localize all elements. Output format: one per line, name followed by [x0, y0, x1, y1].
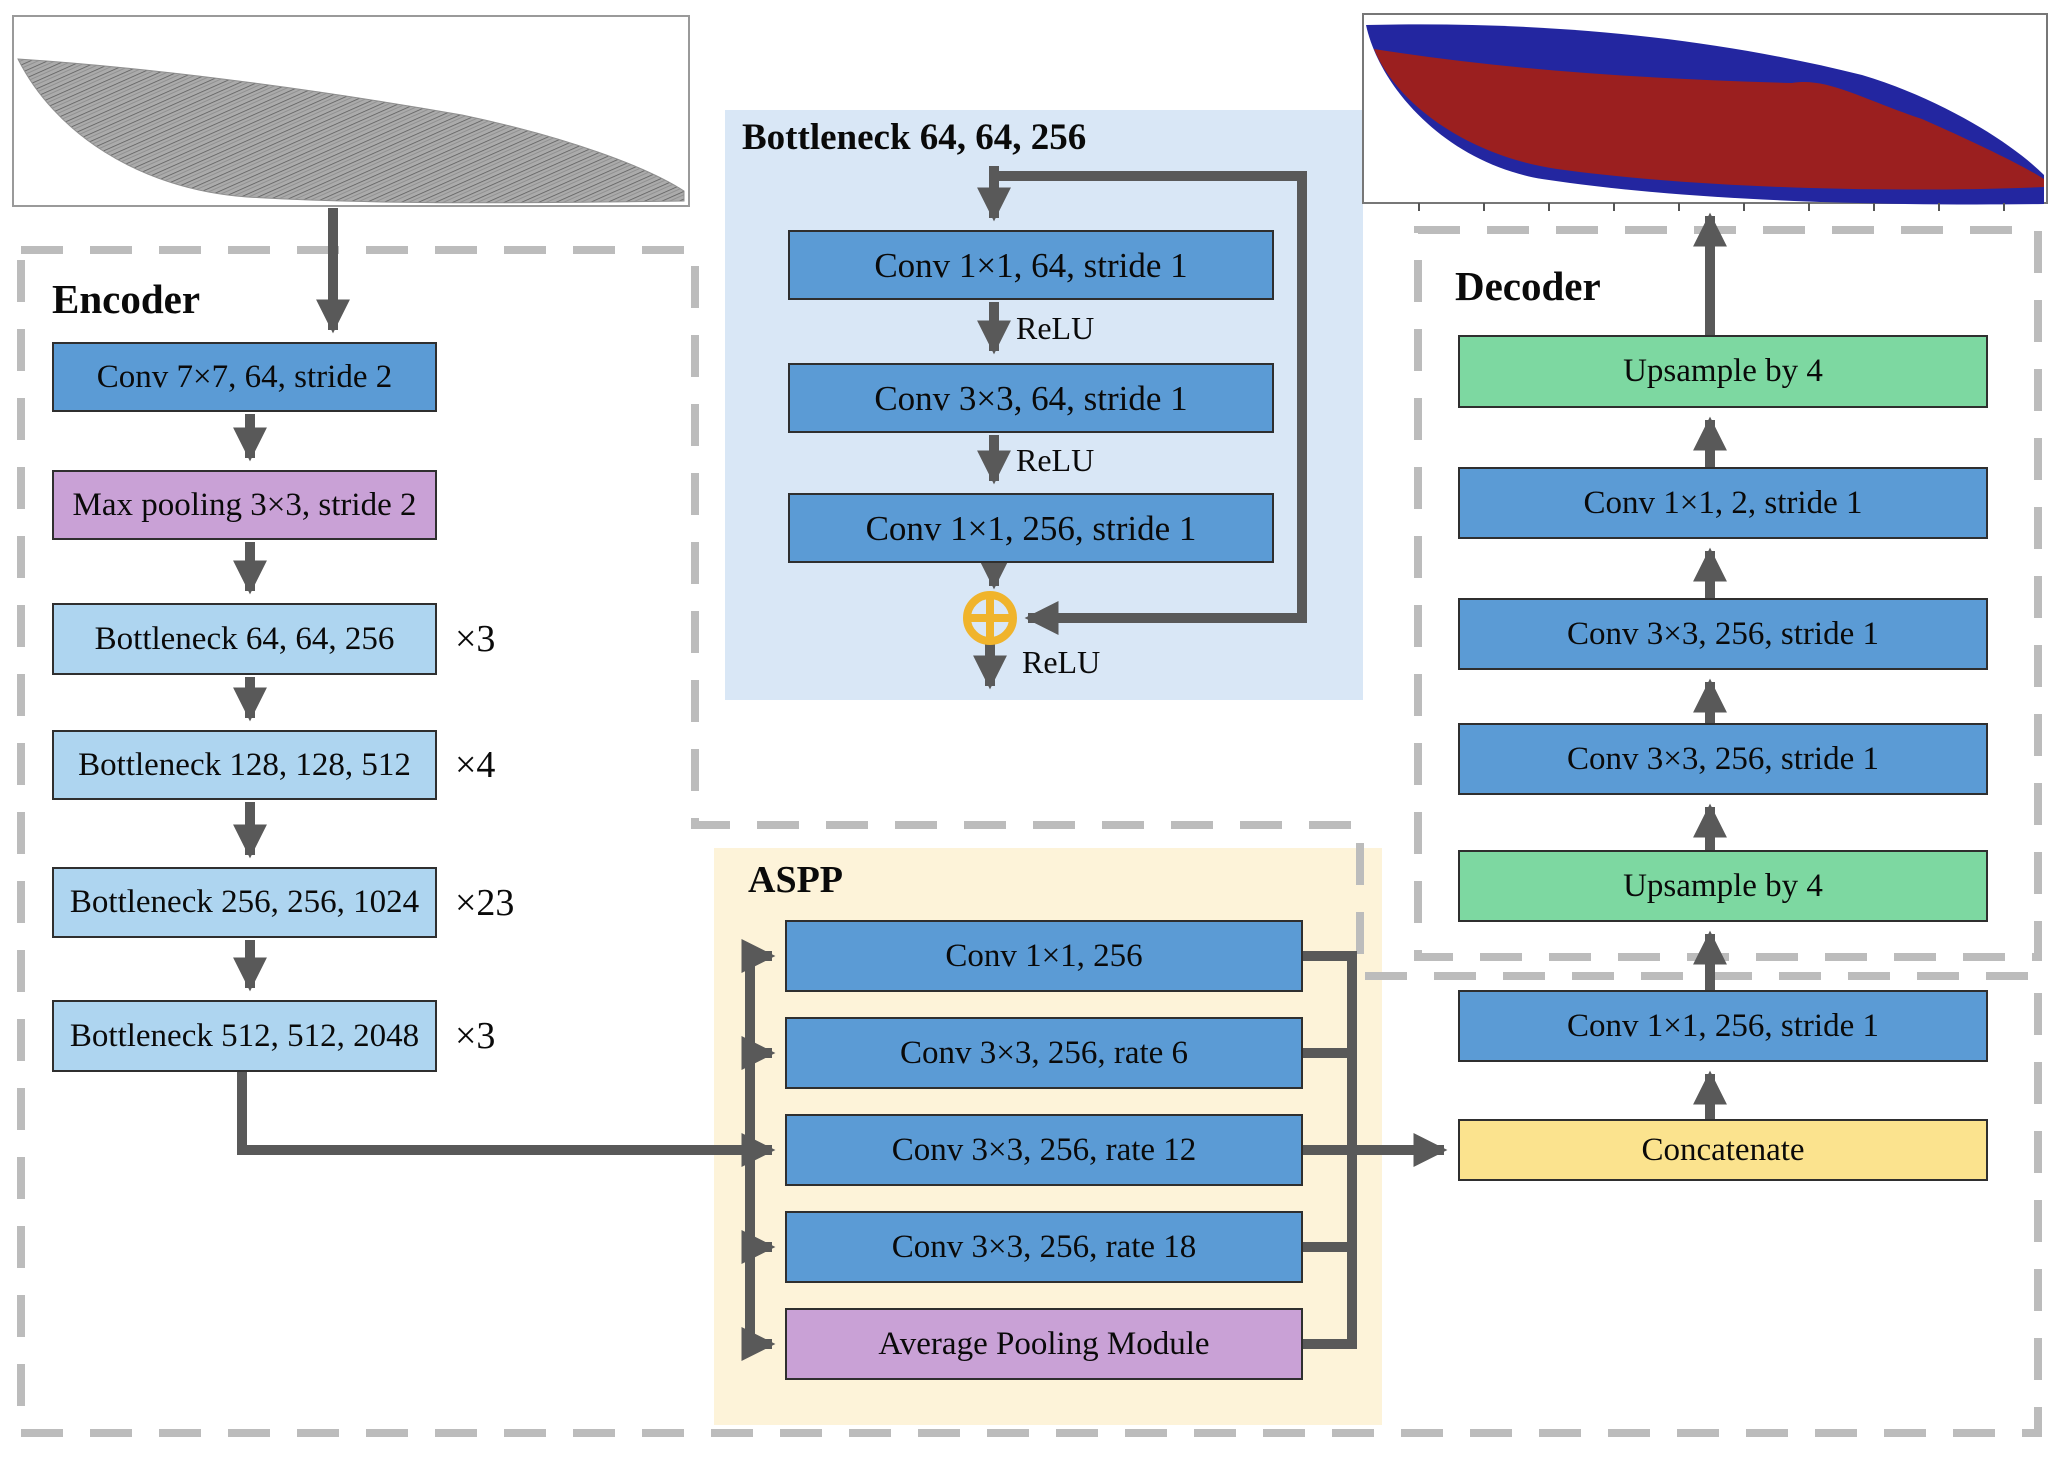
bottleneck-conv2-block: Conv 3×3, 64, stride 1: [788, 363, 1274, 433]
outer-dashed-border: [17, 246, 2042, 1437]
output-red-region: [1374, 49, 2044, 190]
encoder-maxpool-block: Max pooling 3×3, stride 2: [52, 470, 437, 540]
encoder-bottleneck2-repeat: ×4: [455, 744, 496, 786]
circle-plus-add-icon: [963, 591, 1017, 645]
encoder-to-aspp-line: [237, 1072, 776, 1168]
encoder-bottleneck3-repeat: ×23: [455, 881, 515, 924]
decoder-conv1x1-256-block: Conv 1×1, 256, stride 1: [1458, 990, 1988, 1062]
encoder-bottleneck1-block: Bottleneck 64, 64, 256: [52, 603, 437, 675]
output-axis-ticks: [1418, 203, 2005, 211]
concatenate-block: Concatenate: [1458, 1119, 1988, 1181]
aspp-rate6-block: Conv 3×3, 256, rate 6: [785, 1017, 1303, 1089]
encoder-bottleneck1-repeat: ×3: [455, 618, 496, 660]
encoder-bottleneck4-repeat: ×3: [455, 1015, 496, 1057]
aspp-average-pooling-block: Average Pooling Module: [785, 1308, 1303, 1380]
bottleneck-detail-title: Bottleneck 64, 64, 256: [742, 117, 1087, 158]
encoder-bottleneck3-block: Bottleneck 256, 256, 1024: [52, 867, 437, 938]
skip-connection-line: [996, 171, 1307, 636]
encoder-title: Encoder: [52, 276, 201, 322]
bottleneck-conv1-block: Conv 1×1, 64, stride 1: [788, 230, 1274, 300]
relu-label-3: ReLU: [1022, 644, 1101, 680]
input-image: [12, 15, 690, 207]
decoder-dashed-border: [1414, 226, 2042, 961]
aspp-conv1x1-block: Conv 1×1, 256: [785, 920, 1303, 992]
relu-label-2: ReLU: [1016, 442, 1095, 478]
encoder-bottleneck4-block: Bottleneck 512, 512, 2048: [52, 1000, 437, 1072]
decoder-upsample1-block: Upsample by 4: [1458, 335, 1988, 408]
aspp-rate12-block: Conv 3×3, 256, rate 12: [785, 1114, 1303, 1186]
flow-arrows: [232, 166, 1728, 1362]
decoder-title: Decoder: [1455, 263, 1601, 309]
decoder-conv3x3-b-block: Conv 3×3, 256, stride 1: [1458, 723, 1988, 795]
output-image: [1362, 13, 2048, 211]
aspp-rate18-block: Conv 3×3, 256, rate 18: [785, 1211, 1303, 1283]
decoder-upsample2-block: Upsample by 4: [1458, 850, 1988, 922]
decoder-conv3x3-a-block: Conv 3×3, 256, stride 1: [1458, 598, 1988, 670]
decoder-conv1x1-2-block: Conv 1×1, 2, stride 1: [1458, 467, 1988, 539]
encoder-conv7x7-block: Conv 7×7, 64, stride 2: [52, 342, 437, 412]
bottleneck-conv3-block: Conv 1×1, 256, stride 1: [788, 493, 1274, 563]
aspp-title: ASPP: [748, 859, 843, 901]
encoder-bottleneck2-block: Bottleneck 128, 128, 512: [52, 730, 437, 800]
relu-label-1: ReLU: [1016, 310, 1095, 346]
